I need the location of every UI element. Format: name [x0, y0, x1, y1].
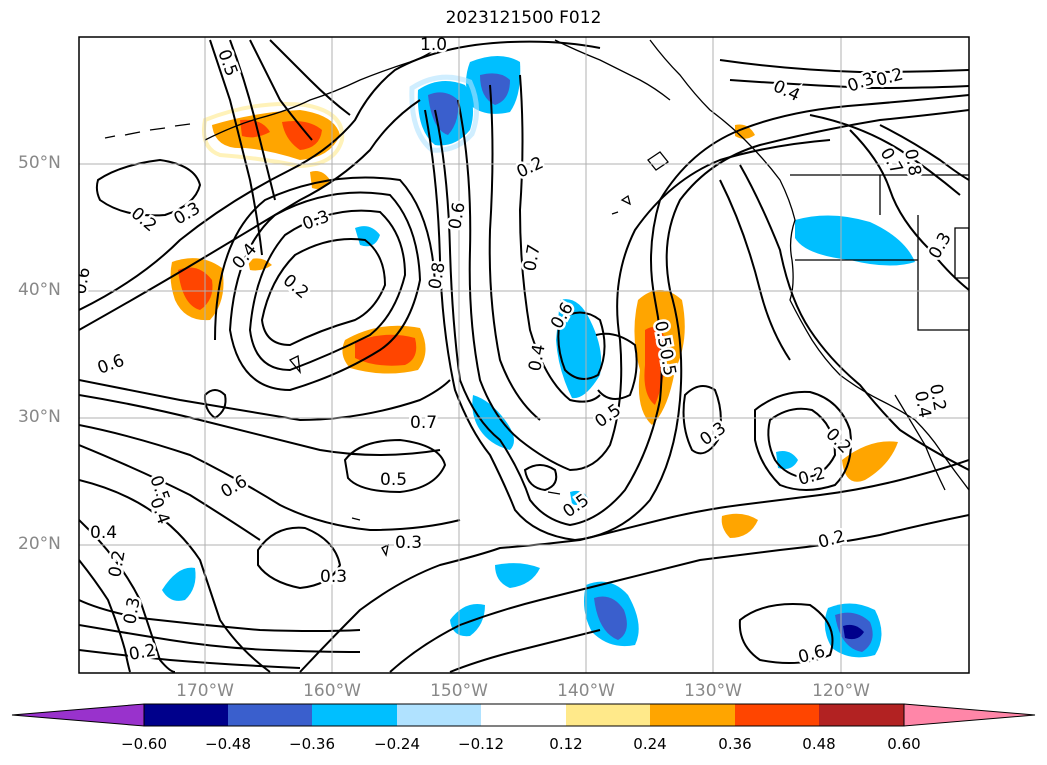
contour-label: 0.2: [127, 641, 157, 665]
colorbar-extend-min: [11, 703, 145, 727]
colorbar-tick: 0.60: [887, 735, 921, 753]
contour-label: 0.8: [425, 261, 449, 291]
lat-label-30: 30°N: [18, 407, 61, 427]
colorbar-tick: 0.36: [718, 735, 752, 753]
colorbar-tick: −0.48: [205, 735, 251, 753]
contour-label-halo: 0.5: [380, 470, 407, 490]
contour-label: 0.3: [696, 418, 730, 450]
map-frame: [78, 36, 970, 674]
lon-label-150w: 150°W: [430, 681, 488, 701]
contour-label: 0.7: [876, 145, 907, 178]
contour-label: 0.4: [910, 389, 934, 419]
contour-label: 0.3: [925, 229, 956, 262]
colorbar-tick: −0.36: [289, 735, 335, 753]
contour-label: 0.6: [796, 642, 827, 668]
colorbar-extend-max: [903, 703, 1036, 727]
contour-label: 0.6: [95, 351, 127, 379]
colorbar-swatch: [312, 704, 397, 726]
contour-label: 0.3: [395, 533, 422, 553]
contour-label-halo: 0.3: [320, 567, 347, 587]
contour-label-halo: 0.3: [395, 533, 422, 553]
contour-label: 1.0: [420, 35, 447, 55]
contour-label: 0.2: [816, 527, 847, 553]
colorbar-swatch: [819, 704, 904, 726]
lat-label-50: 50°N: [18, 153, 61, 173]
colorbar-swatch: [397, 704, 481, 726]
contour-label: 0.5: [380, 470, 407, 490]
colorbar-tick: −0.12: [458, 735, 504, 753]
contour-label: 0.6: [218, 471, 251, 502]
colorbar-frame: [143, 703, 905, 727]
lon-label-160w: 160°W: [303, 681, 361, 701]
contour-label: 0.3: [300, 207, 332, 235]
contour-label: 0.2: [127, 204, 161, 237]
contour-label-halo: 0.5: [655, 347, 679, 377]
contour-label: 0.7: [520, 243, 544, 273]
contour-label: 0.5: [655, 347, 679, 377]
negative-anomaly-shading: [162, 56, 915, 658]
colorbar-tick: 0.48: [802, 735, 836, 753]
contour-label: 0.5: [559, 490, 593, 522]
colorbar-swatch: [481, 704, 566, 726]
colorbar-swatch: [735, 704, 819, 726]
lon-label-140w: 140°W: [557, 681, 615, 701]
colorbar-tick: −0.60: [121, 735, 167, 753]
colorbar-swatch: [228, 704, 312, 726]
map-title: 2023121500 F012: [445, 8, 602, 28]
contour-label: 0.4: [525, 343, 549, 373]
colorbar-tick: −0.24: [374, 735, 420, 753]
contour-label-halo: 0.4: [90, 523, 117, 543]
contour-label: 0.2: [514, 153, 547, 183]
lon-label-130w: 130°W: [684, 681, 742, 701]
colorbar-swatch: [566, 704, 650, 726]
contour-label-halo: 0.8: [900, 147, 924, 177]
contour-label: 0.2: [279, 271, 313, 304]
contour-label: 0.5: [650, 319, 674, 349]
contour-label: 0.6: [70, 266, 94, 296]
light-shading-halos: [202, 74, 479, 169]
contour-lines: [79, 39, 969, 673]
contour-label: 0.6: [445, 201, 469, 231]
colorbar-tick: 0.24: [633, 735, 667, 753]
lon-label-170w: 170°W: [176, 681, 234, 701]
contour-label: 0.2: [796, 464, 827, 490]
colorbar: [11, 703, 1036, 727]
lat-label-40: 40°N: [18, 280, 61, 300]
contour-label: 0.4: [770, 76, 803, 106]
graticule: [79, 37, 969, 673]
lon-label-120w: 120°W: [812, 681, 870, 701]
contour-label: 0.8: [900, 147, 924, 177]
lat-label-20: 20°N: [18, 534, 61, 554]
contour-label-halo: 0.2: [105, 549, 129, 579]
contour-label: 0.5: [213, 47, 241, 79]
contour-label: 0.4: [90, 523, 117, 543]
contour-label-halo: 0.7: [410, 413, 437, 433]
contour-label: 0.2: [925, 382, 949, 412]
contour-label: 0.7: [410, 413, 437, 433]
colorbar-tick: 0.12: [549, 735, 583, 753]
contour-label-halo: 1.0: [420, 35, 447, 55]
colorbar-swatch: [144, 704, 228, 726]
colorbar-swatch: [650, 704, 735, 726]
contour-label: 0.3: [120, 596, 144, 626]
contour-label-layer: 1.01.00.50.50.40.4 0.30.30.20.20.70.70.80…: [70, 35, 958, 670]
contour-label: 0.2: [105, 549, 129, 579]
contour-label: 0.3: [320, 567, 347, 587]
